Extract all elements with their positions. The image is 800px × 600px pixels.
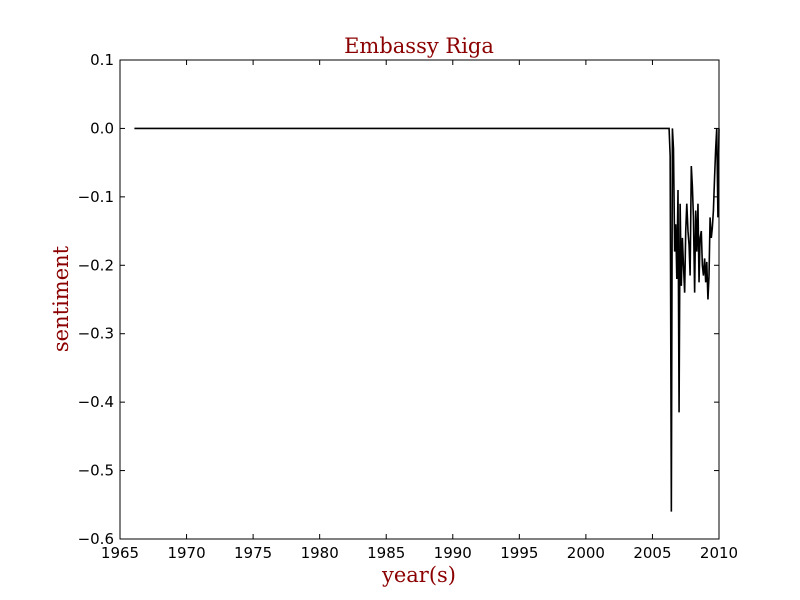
x-tick-label: 1970: [167, 544, 205, 562]
y-tick-label: −0.4: [78, 393, 114, 411]
x-tick-label: 2000: [567, 544, 605, 562]
y-tick-label: −0.1: [78, 188, 114, 206]
chart-title: Embassy Riga: [344, 34, 494, 58]
x-tick-label: 2005: [633, 544, 671, 562]
series-line: [134, 127, 720, 512]
y-tick-label: −0.3: [78, 325, 114, 343]
x-tick-label: 1985: [367, 544, 405, 562]
series-layer: [134, 127, 720, 512]
x-tick-label: 1980: [301, 544, 339, 562]
y-tick-label: −0.2: [78, 256, 114, 274]
ticks-layer: 1965 1970 1975 1980 1985 1990 1995 2000 2005 2010…: [78, 51, 739, 562]
x-tick-label: 2010: [700, 544, 738, 562]
y-axis-label: sentiment: [49, 245, 73, 352]
x-tick-label: 1995: [500, 544, 538, 562]
y-tick-label: −0.6: [78, 530, 114, 548]
x-tick-label: 1975: [234, 544, 272, 562]
y-tick-label: 0.1: [90, 51, 114, 69]
plot-frame: [119, 59, 720, 540]
x-tick-label: 1990: [434, 544, 472, 562]
x-tick-label: 1965: [101, 544, 139, 562]
y-tick-label: −0.5: [78, 462, 114, 480]
x-axis-label: year(s): [381, 563, 456, 587]
y-tick-label: 0.0: [90, 119, 114, 137]
